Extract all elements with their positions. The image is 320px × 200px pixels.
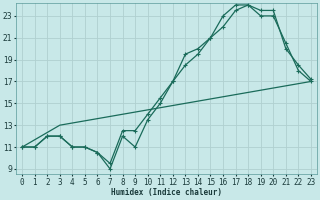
X-axis label: Humidex (Indice chaleur): Humidex (Indice chaleur) xyxy=(111,188,222,197)
